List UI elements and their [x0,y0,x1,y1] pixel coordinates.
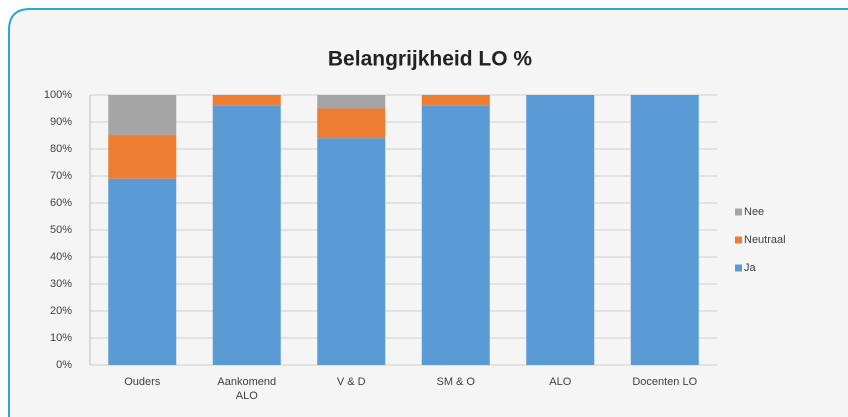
y-tick-label: 90% [50,116,72,128]
bar-segment [317,138,386,365]
legend-swatch [735,236,742,244]
x-tick-label: SM & O [436,376,475,388]
y-tick-label: 20% [50,305,72,317]
legend-swatch [735,264,742,272]
x-tick-label: ALO [549,376,572,388]
x-tick-label: Ouders [124,376,161,388]
x-tick-label: Aankomend ALO [217,376,277,402]
bar-segment [212,105,281,366]
y-tick-label: 50% [50,224,72,236]
legend-label: Neutraal [744,234,786,246]
bar-segment [108,135,177,179]
legend-label: Ja [744,262,757,274]
chart-title: Belangrijkheid LO % [328,48,533,71]
y-tick-label: 40% [50,251,72,263]
bar-segment [421,105,490,366]
y-tick-label: 0% [56,359,72,371]
bar-segment [526,95,595,365]
x-tick-label: V & D [336,376,366,388]
legend-swatch [735,208,742,216]
bar-segment [317,108,386,139]
bar-segment [630,95,699,365]
y-tick-label: 80% [50,143,72,155]
bar-segment [421,95,490,106]
x-tick-label: Docenten LO [632,376,698,388]
legend-label: Nee [744,206,764,218]
y-tick-label: 100% [44,89,72,101]
y-tick-label: 60% [50,197,72,209]
y-tick-label: 10% [50,332,72,344]
y-tick-label: 30% [50,278,72,290]
bar-segment [212,95,281,106]
bar-segment [108,95,177,136]
y-tick-label: 70% [50,170,72,182]
bar-segment [317,95,386,109]
bar-segment [108,178,177,365]
